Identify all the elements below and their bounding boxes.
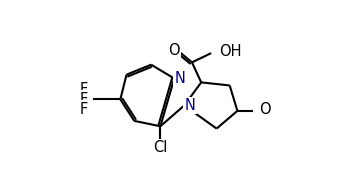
- Text: N: N: [184, 98, 195, 113]
- Text: N: N: [174, 71, 185, 86]
- Text: F: F: [80, 92, 88, 107]
- Text: F: F: [80, 82, 88, 97]
- Text: O: O: [259, 102, 271, 117]
- Text: O: O: [168, 43, 179, 58]
- Text: Cl: Cl: [153, 140, 168, 155]
- Text: F: F: [80, 102, 88, 117]
- Text: OH: OH: [219, 44, 241, 59]
